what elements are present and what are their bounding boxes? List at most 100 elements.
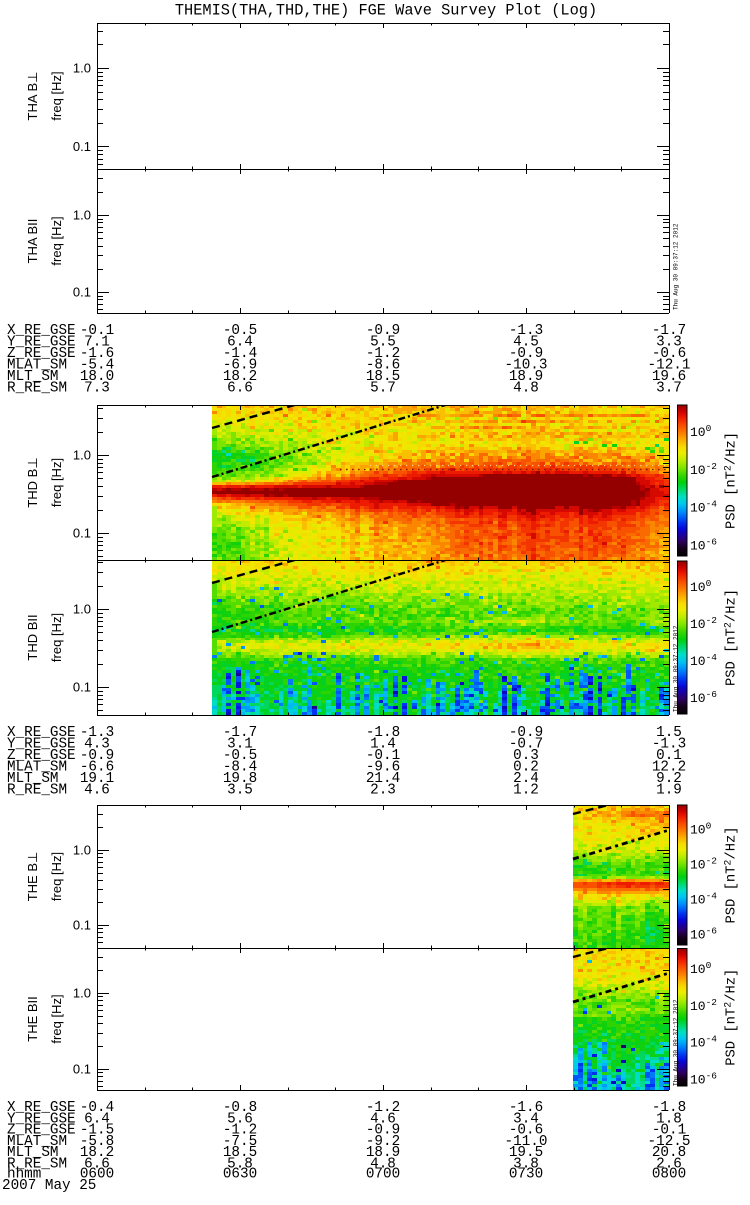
svg-text:18.2: 18.2 [80,1145,114,1161]
svg-text:MLT_SM: MLT_SM [7,369,58,385]
svg-text:-1.2: -1.2 [223,1123,257,1139]
svg-text:0730: 0730 [509,1167,543,1183]
svg-text:2.4: 2.4 [513,771,539,787]
svg-text:-1.7: -1.7 [652,323,686,339]
svg-text:-1.6: -1.6 [509,1100,543,1116]
svg-text:4.3: 4.3 [84,737,110,753]
svg-text:-0.1: -0.1 [366,748,400,764]
svg-text:0.1: 0.1 [73,285,91,300]
svg-text:-0.9: -0.9 [80,748,114,764]
svg-text:-0.9: -0.9 [509,346,543,362]
svg-text:-9.2: -9.2 [366,1134,400,1150]
svg-text:21.4: 21.4 [366,771,400,787]
svg-text:18.9: 18.9 [509,369,543,385]
svg-text:X_RE_GSE: X_RE_GSE [7,725,76,741]
svg-text:Y_RE_GSE: Y_RE_GSE [7,335,76,351]
svg-text:PSD [nT2/Hz]: PSD [nT2/Hz] [724,826,740,923]
svg-text:-6.6: -6.6 [80,760,114,776]
svg-text:-1.3: -1.3 [652,737,686,753]
svg-text:-0.5: -0.5 [223,323,257,339]
svg-text:-1.5: -1.5 [80,1123,114,1139]
svg-text:X_RE_GSE: X_RE_GSE [7,323,76,339]
svg-text:19.1: 19.1 [80,771,114,787]
svg-text:-10.3: -10.3 [505,358,548,374]
svg-text:18.5: 18.5 [366,369,400,385]
svg-text:0.1: 0.1 [73,526,91,541]
svg-text:-1.8: -1.8 [366,725,400,741]
svg-text:-1.7: -1.7 [223,725,257,741]
svg-text:3.3: 3.3 [656,335,682,351]
svg-text:-6.9: -6.9 [223,358,257,374]
svg-text:-9.6: -9.6 [366,760,400,776]
svg-text:freq [Hz]: freq [Hz] [49,994,64,1043]
svg-text:18.0: 18.0 [80,369,114,385]
svg-text:freq [Hz]: freq [Hz] [49,852,64,901]
svg-text:-0.6: -0.6 [652,346,686,362]
svg-text:-5.4: -5.4 [80,358,114,374]
svg-text:-0.1: -0.1 [80,323,114,339]
svg-text:18.5: 18.5 [223,1145,257,1161]
svg-text:-11.0: -11.0 [505,1134,548,1150]
svg-text:0630: 0630 [223,1167,257,1183]
svg-text:freq [Hz]: freq [Hz] [49,216,64,265]
svg-text:1.9: 1.9 [656,783,682,799]
svg-text:R_RE_SM: R_RE_SM [7,381,67,397]
svg-text:3.1: 3.1 [227,737,253,753]
svg-text:0.1: 0.1 [73,680,91,695]
svg-text:-0.8: -0.8 [223,1100,257,1116]
svg-text:0.3: 0.3 [513,748,539,764]
svg-text:3.4: 3.4 [513,1111,539,1127]
svg-text:0.1: 0.1 [73,139,91,154]
svg-text:5.5: 5.5 [370,335,396,351]
svg-text:-12.5: -12.5 [648,1134,691,1150]
svg-text:20.8: 20.8 [652,1145,686,1161]
svg-text:1.0: 1.0 [73,208,91,223]
svg-text:9.2: 9.2 [656,771,682,787]
svg-text:-0.7: -0.7 [509,737,543,753]
svg-text:1.0: 1.0 [73,61,91,76]
svg-text:0.1: 0.1 [73,918,91,933]
svg-text:-1.6: -1.6 [80,346,114,362]
svg-text:freq [Hz]: freq [Hz] [49,71,64,120]
svg-text:19.5: 19.5 [509,1145,543,1161]
svg-text:hhmm: hhmm [7,1167,41,1183]
svg-text:R_RE_SM: R_RE_SM [7,1157,67,1173]
svg-text:7.3: 7.3 [84,381,110,397]
svg-text:3.7: 3.7 [656,381,682,397]
svg-text:-8.6: -8.6 [366,358,400,374]
svg-text:THD BII: THD BII [25,614,40,660]
svg-text:7.1: 7.1 [84,335,110,351]
svg-text:-0.1: -0.1 [652,1123,686,1139]
svg-text:18.2: 18.2 [223,369,257,385]
svg-text:MLAT_SM: MLAT_SM [7,1134,67,1150]
svg-text:1.0: 1.0 [73,843,91,858]
svg-text:1.2: 1.2 [513,783,539,799]
svg-text:freq [Hz]: freq [Hz] [49,458,64,507]
svg-text:MLAT_SM: MLAT_SM [7,358,67,374]
svg-text:Z_RE_GSE: Z_RE_GSE [7,346,76,362]
svg-text:5.6: 5.6 [227,1111,253,1127]
svg-text:Thu Aug 30 09:37:12 2012: Thu Aug 30 09:37:12 2012 [673,223,680,310]
svg-text:0.1: 0.1 [73,1062,91,1077]
svg-text:freq [Hz]: freq [Hz] [49,613,64,662]
svg-text:-1.3: -1.3 [80,725,114,741]
svg-text:1.8: 1.8 [656,1111,682,1127]
svg-text:4.8: 4.8 [370,1157,396,1173]
svg-text:-0.4: -0.4 [80,1100,114,1116]
svg-text:PSD [nT2/Hz]: PSD [nT2/Hz] [724,432,740,529]
svg-text:R_RE_SM: R_RE_SM [7,783,67,799]
svg-text:-1.2: -1.2 [366,346,400,362]
svg-text:PSD [nT2/Hz]: PSD [nT2/Hz] [724,969,740,1066]
svg-text:2.3: 2.3 [370,783,396,799]
svg-text:1.4: 1.4 [370,737,396,753]
svg-text:-8.4: -8.4 [223,760,257,776]
svg-text:5.8: 5.8 [227,1157,253,1173]
svg-text:6.6: 6.6 [227,381,253,397]
svg-text:Y_RE_GSE: Y_RE_GSE [7,1111,76,1127]
svg-text:3.5: 3.5 [227,783,253,799]
svg-text:6.6: 6.6 [84,1157,110,1173]
svg-text:6.4: 6.4 [84,1111,110,1127]
svg-text:-0.5: -0.5 [223,748,257,764]
svg-text:1.0: 1.0 [73,986,91,1001]
svg-text:THE B⊥: THE B⊥ [25,852,40,902]
